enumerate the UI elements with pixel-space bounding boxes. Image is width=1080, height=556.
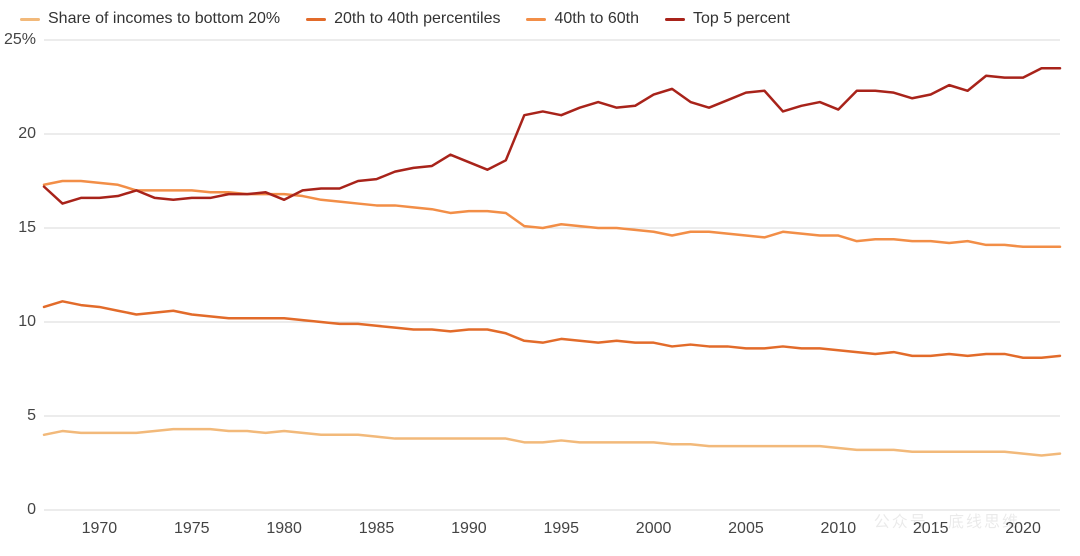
y-tick-label: 25% — [0, 31, 36, 49]
series-line — [44, 181, 1060, 247]
series-line — [44, 301, 1060, 357]
x-tick-label: 1990 — [451, 520, 487, 538]
y-tick-label: 15 — [0, 219, 36, 237]
income-share-line-chart: Share of incomes to bottom 20%20th to 40… — [0, 0, 1080, 556]
x-tick-label: 1980 — [266, 520, 302, 538]
x-tick-label: 1995 — [543, 520, 579, 538]
x-tick-label: 1975 — [174, 520, 210, 538]
plot-area — [0, 0, 1080, 556]
series-line — [44, 68, 1060, 203]
x-tick-label: 1970 — [82, 520, 118, 538]
watermark-text: 公众号 · 底线思维 — [874, 508, 1020, 532]
y-tick-label: 10 — [0, 313, 36, 331]
x-tick-label: 1985 — [359, 520, 395, 538]
y-tick-label: 0 — [0, 501, 36, 519]
x-tick-label: 2010 — [821, 520, 857, 538]
y-tick-label: 5 — [0, 407, 36, 425]
series-line — [44, 429, 1060, 455]
x-tick-label: 2000 — [636, 520, 672, 538]
y-tick-label: 20 — [0, 125, 36, 143]
x-tick-label: 2005 — [728, 520, 764, 538]
